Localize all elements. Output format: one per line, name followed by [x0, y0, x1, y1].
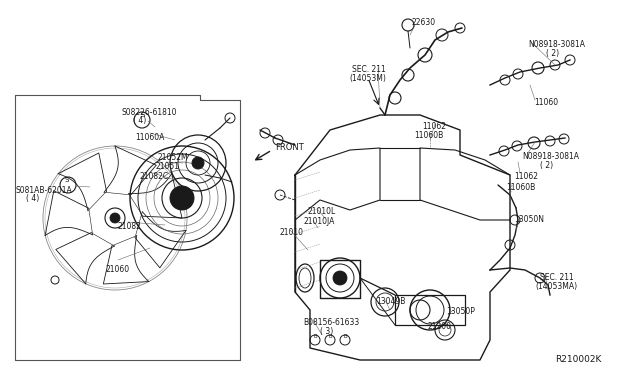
- Text: FRONT: FRONT: [275, 143, 304, 152]
- Text: 21082C: 21082C: [140, 172, 169, 181]
- Text: S081AB-6201A: S081AB-6201A: [16, 186, 73, 195]
- Text: (14053MA): (14053MA): [535, 282, 577, 291]
- Text: 21082: 21082: [117, 222, 141, 231]
- Text: B08156-61633: B08156-61633: [303, 318, 359, 327]
- Text: 11062: 11062: [422, 122, 446, 131]
- Text: 21010JA: 21010JA: [303, 217, 334, 226]
- Circle shape: [110, 213, 120, 223]
- Text: N08918-3081A: N08918-3081A: [528, 40, 585, 49]
- Text: 11060B: 11060B: [506, 183, 535, 192]
- Text: 11062: 11062: [514, 172, 538, 181]
- Text: 13049B: 13049B: [376, 297, 405, 306]
- Text: 11060: 11060: [534, 98, 558, 107]
- Text: 21200: 21200: [428, 322, 452, 331]
- Text: 11060A: 11060A: [135, 133, 164, 142]
- Text: 21052M: 21052M: [157, 153, 188, 162]
- Text: ( 3): ( 3): [320, 327, 333, 336]
- Text: (14053M): (14053M): [349, 74, 386, 83]
- Text: ( 2): ( 2): [540, 161, 553, 170]
- Text: 13050N: 13050N: [514, 215, 544, 224]
- Text: S: S: [65, 177, 69, 183]
- Text: ( 4): ( 4): [133, 116, 147, 125]
- Text: 21010: 21010: [280, 228, 304, 237]
- Circle shape: [192, 157, 204, 169]
- Text: B: B: [343, 334, 347, 340]
- Circle shape: [170, 186, 194, 210]
- Text: 21051: 21051: [155, 162, 179, 171]
- Text: SEC. 211: SEC. 211: [540, 273, 573, 282]
- Text: 21060: 21060: [105, 265, 129, 274]
- Text: B: B: [313, 334, 317, 340]
- Text: SEC. 211: SEC. 211: [352, 65, 386, 74]
- Text: 22630: 22630: [412, 18, 436, 27]
- Text: B: B: [328, 334, 332, 340]
- Text: 11060B: 11060B: [414, 131, 444, 140]
- Text: ( 4): ( 4): [26, 194, 39, 203]
- Text: 13050P: 13050P: [446, 307, 475, 316]
- Text: 21010L: 21010L: [308, 207, 336, 216]
- Text: N08918-3081A: N08918-3081A: [522, 152, 579, 161]
- Text: S08226-61810: S08226-61810: [122, 108, 177, 117]
- Text: R210002K: R210002K: [555, 355, 602, 364]
- Text: S: S: [141, 112, 145, 118]
- Circle shape: [333, 271, 347, 285]
- Text: ( 2): ( 2): [546, 49, 559, 58]
